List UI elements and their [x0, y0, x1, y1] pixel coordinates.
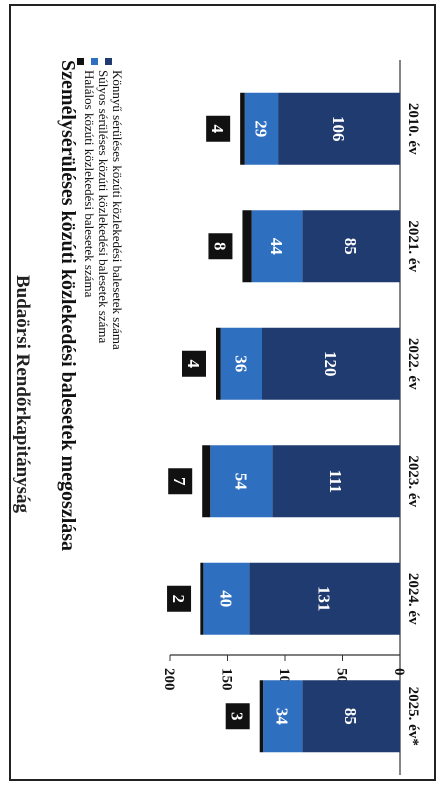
bar-segment: 44: [251, 210, 303, 283]
bar-segment: 111: [272, 445, 400, 518]
bar: [242, 210, 252, 283]
data-label: 29: [251, 120, 270, 137]
data-label-box: [206, 115, 231, 142]
bar: [272, 445, 400, 518]
data-label: 85: [341, 708, 360, 725]
data-label: 36: [231, 355, 250, 372]
bar-segment: 4: [206, 92, 245, 165]
legend-swatch: [91, 58, 98, 65]
data-label: 106: [329, 116, 348, 142]
category-label: 2023. év: [405, 455, 421, 507]
category-label: 2021. év: [405, 220, 421, 272]
chart-title: Személysérüléses közúti közlekedési bale…: [57, 60, 79, 551]
bar: [202, 445, 211, 518]
bar: [210, 445, 273, 518]
bar: [302, 680, 400, 753]
bar: [249, 562, 400, 635]
data-label: 85: [341, 238, 360, 255]
bar-segment: 4: [182, 327, 221, 400]
bar: [263, 680, 303, 753]
bar: [220, 327, 262, 400]
bar: [251, 210, 303, 283]
legend: Halálos közúti közlekedési balesetek szá…: [77, 58, 125, 350]
legend-item: Halálos közúti közlekedési balesetek szá…: [77, 58, 97, 298]
legend-label: Halálos közúti közlekedési balesetek szá…: [82, 70, 97, 298]
bar: [203, 562, 250, 635]
category-label: 2022. év: [405, 338, 421, 390]
data-label: 4: [208, 125, 227, 134]
bars: 106 29 4 85 44 8 120 36 4 111 54 7 131 40 2 85 34 3: [167, 92, 400, 753]
bar-segment: 85: [302, 680, 400, 753]
organization-header: Budaörsi Rendőrkapitányság: [12, 275, 33, 514]
data-label: 54: [231, 473, 250, 491]
data-label: 2: [169, 595, 188, 604]
bar: [259, 680, 264, 753]
x-axis: 2010. év 2021. év 2022. év 2023. év 2024. év…: [405, 103, 421, 746]
bar-segment: 131: [249, 562, 400, 635]
bar: [216, 327, 221, 400]
data-label-box: [168, 468, 193, 495]
data-label: 120: [321, 351, 340, 377]
data-label-box: [208, 233, 233, 260]
bar: [200, 562, 204, 635]
bar: [278, 92, 400, 165]
category-label: 2024. év: [405, 573, 421, 625]
data-label: 7: [170, 477, 189, 486]
data-label: 34: [273, 708, 292, 726]
data-label: 131: [315, 586, 334, 612]
data-label: 111: [326, 469, 345, 493]
legend-item: Könnyű sérüléses közúti közlekedési bale…: [105, 58, 125, 350]
tick-label: 200: [161, 668, 177, 691]
data-label: 3: [228, 712, 247, 721]
bar-segment: 54: [210, 445, 273, 518]
category-label: 2025. év*: [405, 687, 421, 746]
bar-segment: 29: [244, 92, 279, 165]
data-label-box: [225, 703, 250, 730]
bar-segment: 2: [167, 562, 204, 635]
tick-label: 150: [219, 668, 235, 691]
legend-label: Súlyos sérüléses közúti közlekedési bale…: [96, 70, 111, 344]
data-label: 40: [216, 590, 235, 607]
bar: [302, 210, 400, 283]
bar-segment: 7: [168, 445, 211, 518]
bar-segment: 8: [208, 210, 252, 283]
bar: [240, 92, 245, 165]
bar: [262, 327, 400, 400]
bar-segment: 36: [220, 327, 262, 400]
legend-swatch: [77, 58, 84, 65]
tick-label: 0: [391, 668, 407, 676]
data-label: 8: [210, 242, 229, 251]
category-label: 2010. év: [405, 103, 421, 155]
tick-label: 50: [334, 668, 350, 683]
legend-item: Súlyos sérüléses közúti közlekedési bale…: [91, 58, 111, 344]
data-label: 44: [267, 238, 286, 256]
bar-segment: 106: [278, 92, 400, 165]
legend-label: Könnyű sérüléses közúti közlekedési bale…: [110, 70, 125, 350]
bar-segment: 34: [263, 680, 303, 753]
chart-frame: [9, 4, 436, 781]
data-label: 4: [184, 360, 203, 369]
bar-segment: 85: [302, 210, 400, 283]
bar: [244, 92, 279, 165]
bar-segment: 40: [203, 562, 250, 635]
bar-segment: 120: [262, 327, 400, 400]
legend-swatch: [105, 58, 112, 65]
data-label-box: [182, 350, 206, 377]
data-label-box: [167, 585, 192, 612]
bar-segment: 3: [225, 680, 264, 753]
